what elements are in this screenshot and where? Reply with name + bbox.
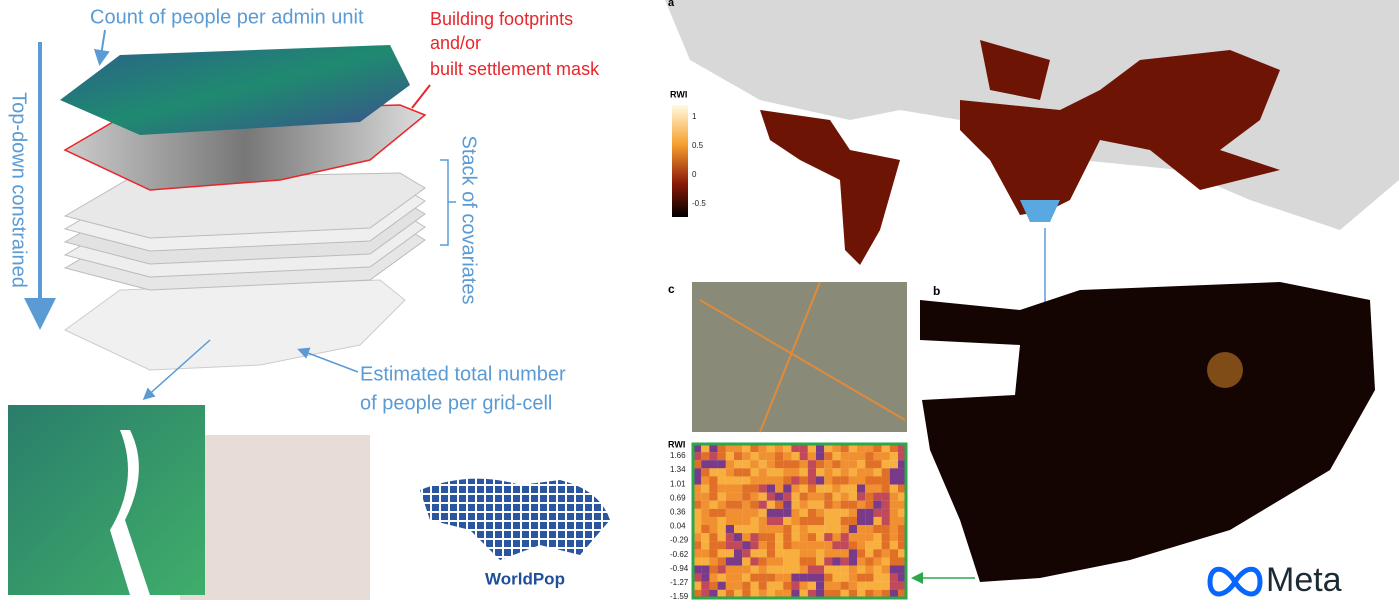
- colorbar: [672, 105, 688, 217]
- legend-tick: -0.29: [670, 536, 689, 545]
- arrow: [93, 29, 110, 66]
- legend-tick: 0: [692, 170, 697, 179]
- satellite-image: [692, 282, 907, 432]
- arrow: [411, 84, 431, 109]
- legend-tick: -1.59: [670, 592, 689, 601]
- legend-tick: 0.04: [670, 522, 686, 531]
- mask-label: Building footprints: [430, 9, 573, 29]
- worldpop-logo-map: [420, 478, 610, 560]
- legend-tick: -1.27: [670, 578, 689, 587]
- heatmap-frame: [691, 442, 908, 600]
- rwi-heatmap: [693, 444, 907, 598]
- bracket: [440, 159, 456, 246]
- stack-label: Stack of covariates: [458, 136, 480, 305]
- south-africa-map: [920, 282, 1375, 582]
- panel-letter: c: [668, 282, 675, 296]
- legend-tick: 1.66: [670, 451, 686, 460]
- legend-title: RWI: [668, 439, 685, 449]
- panel-letter: a: [668, 0, 675, 9]
- output-label: of people per grid-cell: [360, 392, 552, 414]
- right-panel: a RWI 1 0.5 0 -0.5 c b RWI 1.66 1.34 1.01 0.69…: [665, 0, 1399, 601]
- arrow: [142, 339, 211, 400]
- river: [110, 430, 150, 595]
- footprint-map: [180, 435, 370, 600]
- mask-label: built settlement mask: [430, 59, 600, 79]
- meta-logo: Meta: [1266, 561, 1342, 599]
- legend-tick: -0.62: [670, 550, 689, 559]
- worldpop-logo: WorldPop: [485, 569, 565, 588]
- left-panel: Count of people per admin unit Building …: [8, 6, 610, 600]
- direction-label: Top-down constrained: [8, 92, 30, 288]
- legend-title: RWI: [670, 89, 687, 99]
- arrow: [297, 347, 359, 373]
- mask-label: and/or: [430, 33, 481, 53]
- roads: [699, 281, 906, 433]
- legend-tick: 0.69: [670, 493, 686, 502]
- output-label: Estimated total number: [360, 363, 566, 385]
- legend-tick: -0.94: [670, 564, 689, 573]
- admin-layer: [60, 45, 410, 135]
- panel-letter: b: [933, 284, 940, 298]
- legend-tick: 0.5: [692, 141, 704, 150]
- south-africa-highlight: [1020, 200, 1060, 222]
- city-glow: [1207, 352, 1243, 388]
- legend-tick: 1.01: [670, 479, 686, 488]
- legend-tick: 1.34: [670, 465, 686, 474]
- meta-icon: [1207, 566, 1263, 597]
- admin-label: Count of people per admin unit: [90, 6, 364, 28]
- legend-tick: 1: [692, 112, 697, 121]
- layer: [64, 279, 406, 371]
- legend-tick: -0.5: [692, 199, 706, 208]
- covariate-stack: [63, 172, 426, 291]
- grid-map: [8, 405, 205, 595]
- rwi-map: [760, 40, 1280, 265]
- legend-tick: 0.36: [670, 508, 686, 517]
